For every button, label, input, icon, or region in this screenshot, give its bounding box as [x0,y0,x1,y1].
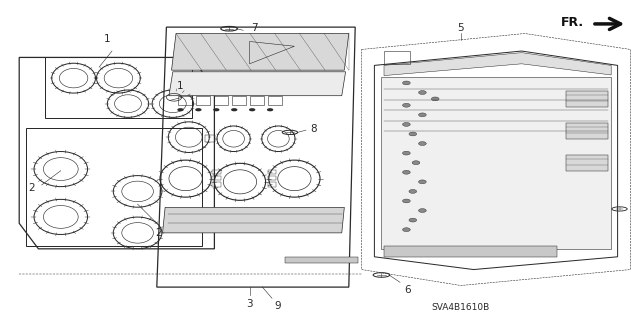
Circle shape [231,108,237,111]
Circle shape [177,108,184,111]
Text: 5: 5 [458,23,464,33]
Circle shape [409,132,417,136]
Text: SVA4B1610B: SVA4B1610B [431,303,490,312]
Circle shape [419,113,426,117]
Text: FR.: FR. [561,17,584,29]
Circle shape [403,103,410,107]
Polygon shape [169,72,346,96]
Circle shape [267,108,273,111]
Circle shape [409,189,417,193]
Polygon shape [384,246,557,257]
Bar [212,170,221,174]
Bar [212,176,221,180]
Bar [212,182,221,187]
Circle shape [403,199,410,203]
Circle shape [409,218,417,222]
Polygon shape [384,53,611,76]
Circle shape [412,161,420,165]
Bar [268,96,282,105]
Circle shape [403,122,410,126]
Circle shape [403,170,410,174]
Bar [178,96,192,105]
Bar [232,96,246,105]
Circle shape [419,209,426,212]
Bar [566,155,608,171]
Circle shape [249,108,255,111]
Circle shape [431,97,439,101]
Circle shape [419,142,426,145]
Bar [250,96,264,105]
Text: 9: 9 [274,301,280,311]
Circle shape [403,228,410,232]
Bar [205,135,215,142]
Bar [566,91,608,107]
Bar [214,96,228,105]
Text: 3: 3 [246,299,253,309]
Text: 2: 2 [156,228,162,238]
Text: 8: 8 [310,124,316,134]
Bar [268,170,276,174]
Bar [268,176,276,180]
Bar [268,182,276,187]
Text: 6: 6 [404,285,411,294]
Text: 1: 1 [104,34,111,44]
Text: 1: 1 [177,81,184,91]
Circle shape [195,108,202,111]
Polygon shape [285,257,358,263]
Circle shape [403,151,410,155]
Text: 7: 7 [251,23,257,33]
Bar [196,96,210,105]
Circle shape [213,108,220,111]
Circle shape [419,91,426,94]
Polygon shape [163,207,344,233]
Polygon shape [172,33,349,70]
Text: 2: 2 [29,183,35,193]
Circle shape [403,81,410,85]
Circle shape [419,180,426,184]
Bar [566,123,608,139]
Polygon shape [381,77,611,249]
